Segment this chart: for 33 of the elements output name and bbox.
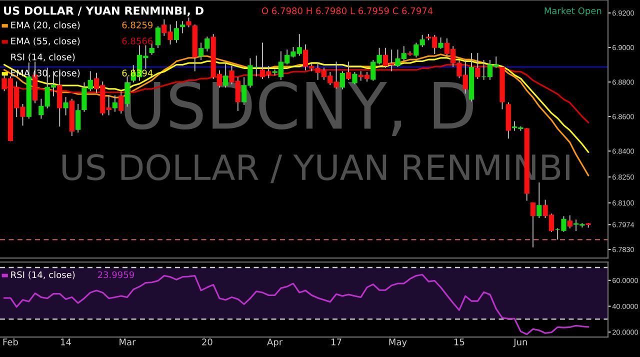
candlestick	[112, 95, 118, 112]
annotation: RSI (14, close)	[11, 53, 75, 62]
candlestick	[346, 62, 352, 80]
candlestick	[438, 38, 444, 49]
legend-label: RSI (14, close)	[11, 271, 75, 280]
annotation: Market Open	[544, 7, 602, 16]
annotation: 6.8259	[122, 22, 153, 28]
candlestick	[180, 21, 186, 34]
x-tick-label: Jun	[513, 338, 527, 348]
text: US DOLLAR / YUAN RENMINBI, D	[4, 6, 204, 16]
candlestick	[475, 53, 480, 80]
x-tick-label: 17	[332, 338, 342, 346]
x-tick-label: Feb	[3, 338, 18, 346]
x-tick-label: Mar	[120, 338, 136, 346]
text: O 6.7980 H 6.7980 L 6.7959 C 6.7974	[262, 7, 433, 14]
candlestick	[174, 21, 179, 43]
candlestick	[536, 182, 542, 218]
x-tick-label: 20	[202, 338, 212, 346]
annotation: 6.8566	[122, 38, 153, 44]
legend-label: EMA (20, close)	[11, 21, 80, 30]
annotation: 23.9959	[98, 271, 134, 278]
candlestick	[118, 92, 124, 114]
candlestick	[63, 97, 68, 116]
candlestick	[567, 215, 572, 228]
legend-label: EMA (55, close)	[11, 37, 80, 46]
x-tick-label: 14	[61, 338, 72, 346]
candlestick	[76, 104, 81, 133]
candlestick	[530, 202, 536, 248]
x-tick-label: 15	[454, 338, 464, 346]
x-tick-label: Apr	[267, 338, 283, 348]
x-tick-label: May	[389, 338, 407, 348]
candlestick	[155, 26, 161, 48]
candlestick	[149, 44, 154, 55]
